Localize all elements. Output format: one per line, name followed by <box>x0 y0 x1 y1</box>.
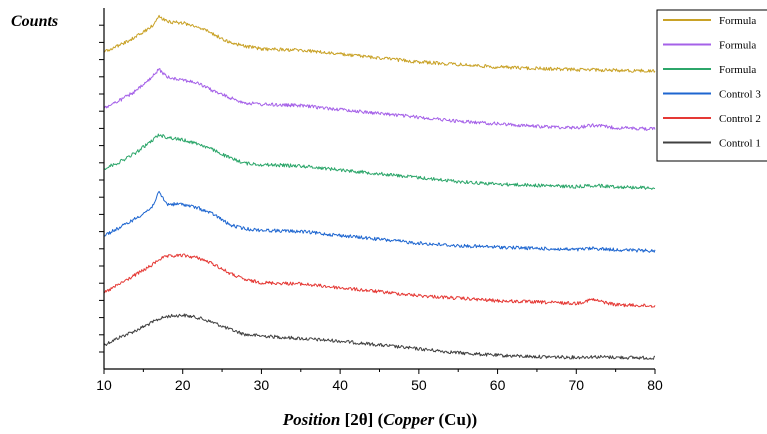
x-axis-label-part: [2θ] ( <box>345 410 384 429</box>
x-tick-label: 30 <box>254 377 270 393</box>
legend-label: Formula <box>719 15 756 27</box>
x-tick-label: 10 <box>96 377 112 393</box>
x-axis-label-part: Position <box>282 410 345 429</box>
x-tick-label: 80 <box>647 377 663 393</box>
legend: Formula Formula Formula Control 3 Control 2 C… <box>656 9 767 162</box>
x-tick-label: 20 <box>175 377 191 393</box>
series-line <box>103 313 656 360</box>
series-line <box>103 190 656 253</box>
legend-label: Control 2 <box>719 113 761 125</box>
x-tick-label: 70 <box>568 377 584 393</box>
legend-label: Control 3 <box>719 89 761 101</box>
legend-label: Control 1 <box>719 138 761 150</box>
x-tick-label: 40 <box>332 377 348 393</box>
series-line <box>103 133 656 190</box>
series-line <box>103 253 656 308</box>
plot-area <box>103 14 656 360</box>
legend-box <box>656 9 767 162</box>
x-axis-label-part: Copper <box>383 410 438 429</box>
y-axis-label: Counts <box>11 13 58 30</box>
x-tick-label: 50 <box>411 377 427 393</box>
series-line <box>103 68 656 131</box>
x-tick-label: 60 <box>490 377 506 393</box>
x-axis-label: Position [2θ] (Copper (Cu)) <box>282 410 477 429</box>
legend-label: Formula <box>719 40 756 52</box>
x-axis-label-part: (Cu)) <box>439 410 478 429</box>
legend-label: Formula <box>719 64 756 76</box>
axes: 10 20 30 40 50 60 70 80 <box>96 8 663 393</box>
series-line <box>103 14 656 73</box>
